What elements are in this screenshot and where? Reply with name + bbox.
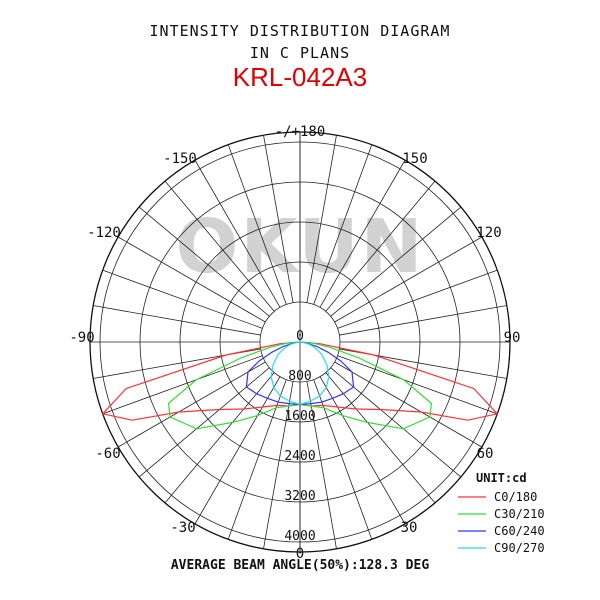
watermark-text: OKUN [176, 204, 425, 290]
grid-spoke [227, 379, 287, 540]
grid-spoke [339, 305, 507, 336]
legend-label: C30/210 [494, 507, 545, 521]
angle-label: 90 [504, 330, 521, 346]
unit-label: UNIT:cd [476, 471, 527, 485]
grid-spoke [102, 269, 263, 329]
grid-spoke [313, 144, 373, 305]
curve-C90-270 [270, 341, 330, 406]
angle-label: -30 [170, 520, 195, 536]
grid-spoke [93, 305, 261, 336]
radial-tick-label: 4000 [284, 529, 315, 544]
angle-label: -150 [163, 151, 197, 167]
axis-labels: -/+180 -150 150 -120 120 -90 90 -60 60 -30 30 0 0 800… [69, 124, 520, 562]
legend-label: C0/180 [494, 490, 537, 504]
grid-spoke [334, 236, 483, 323]
grid-spoke [164, 372, 275, 504]
grid-spoke [337, 269, 498, 329]
grid-spoke [138, 206, 270, 317]
grid-spoke [194, 159, 281, 308]
angle-label: 30 [401, 520, 418, 536]
grid-spoke [334, 361, 483, 448]
grid-spoke [164, 180, 275, 312]
radial-tick-label: 3200 [284, 489, 315, 504]
grid-spoke [117, 361, 266, 448]
angle-label: 150 [402, 151, 427, 167]
legend: UNIT:cd C0/180 C30/210 C60/240 C90/270 [458, 471, 545, 555]
legend-label: C90/270 [494, 541, 545, 555]
angle-label: 60 [477, 446, 494, 462]
radial-tick-label: 800 [288, 369, 311, 384]
radial-tick-label: 1600 [284, 409, 315, 424]
grid-spoke [330, 367, 462, 478]
angle-label: 120 [476, 225, 501, 241]
grid-spoke [319, 376, 406, 525]
grid-spoke [330, 206, 462, 317]
grid-spoke [337, 355, 498, 415]
angle-label: -90 [69, 330, 94, 346]
grid-spoke [306, 135, 337, 303]
angle-label: -/+180 [275, 124, 326, 140]
grid-spoke [194, 376, 281, 525]
legend-label: C60/240 [494, 524, 545, 538]
grid-spoke [263, 381, 294, 549]
radial-tick-label: 2400 [284, 449, 315, 464]
grid-spoke [227, 144, 287, 305]
angle-label: -60 [95, 446, 120, 462]
chart-subtitle: IN C PLANS [249, 44, 351, 62]
grid-spoke [319, 159, 406, 308]
grid-spoke [313, 379, 373, 540]
model-number: KRL-042A3 [232, 62, 368, 92]
grid-spoke [263, 135, 294, 303]
grid-spoke [325, 372, 436, 504]
angle-label: 0 [296, 546, 304, 562]
grid-spoke [117, 236, 266, 323]
grid-spoke [325, 180, 436, 312]
radial-tick-label: 0 [296, 329, 304, 344]
polar-grid [89, 131, 511, 553]
beam-angle-text: AVERAGE BEAM ANGLE(50%):128.3 DEG [170, 558, 430, 573]
curves [101, 341, 499, 430]
angle-label: -120 [87, 225, 121, 241]
grid-spoke [102, 355, 263, 415]
brand-watermark: OKUN [176, 204, 425, 290]
grid-spoke [306, 381, 337, 549]
grid-spoke [138, 367, 270, 478]
chart-title: INTENSITY DISTRIBUTION DIAGRAM [149, 22, 451, 40]
